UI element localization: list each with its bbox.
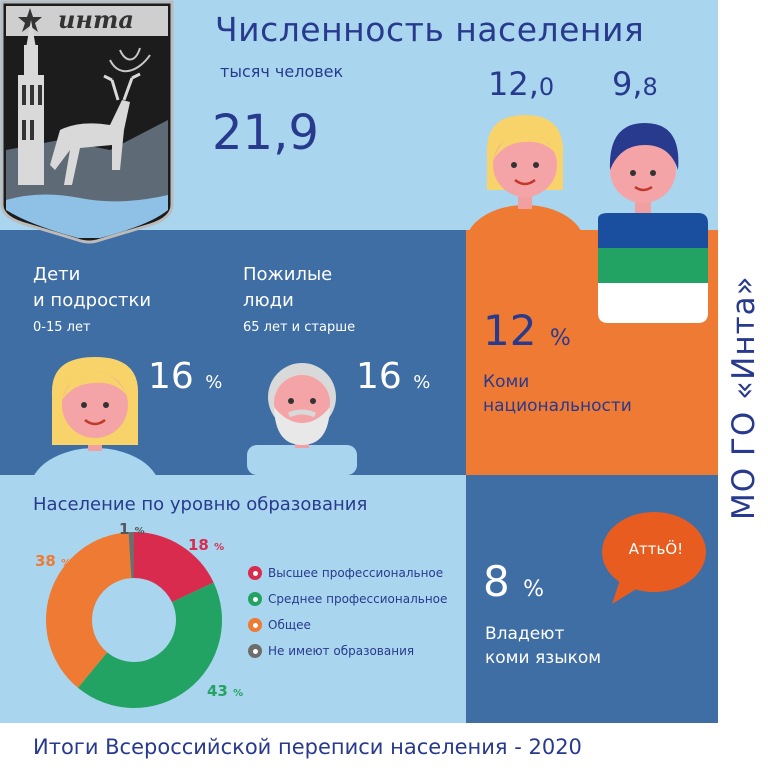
kids-age-range: 0-15 лет [33, 320, 91, 335]
speech-bubble-icon [598, 510, 710, 606]
language-percent-value: 8 [483, 557, 510, 606]
municipality-side-label: МО ГО «Инта» [726, 275, 762, 520]
kids-percent-value: 16 [148, 356, 194, 397]
female-population-frac: 0 [538, 73, 555, 101]
male-population-frac: 8 [642, 73, 658, 101]
legend-dot-icon [248, 644, 262, 658]
legend-label: Высшее профессиональное [268, 566, 444, 580]
no-edu-label: 1 % [119, 520, 145, 538]
higher-edu-value: 18 [188, 536, 209, 554]
man-komi-flag-icon [590, 115, 718, 327]
education-legend: Высшее профессиональное Среднее професси… [248, 560, 447, 664]
donut-slice-none [128, 532, 134, 579]
male-population-int: 9, [612, 65, 643, 103]
education-donut-chart [30, 520, 240, 720]
higher-edu-label: 18 % [188, 536, 224, 554]
woman-icon [465, 110, 585, 230]
donut-slice-general [46, 532, 132, 688]
kids-label: Дети и подростки [33, 262, 151, 314]
total-population: 21,9 [212, 105, 319, 161]
grandpa-icon [245, 345, 360, 475]
language-label: Владеют коми языком [485, 622, 601, 670]
footer-caption: Итоги Всероссийской переписи населения -… [33, 735, 582, 759]
emblem-name: инта [58, 5, 134, 34]
donut-slice-higher [134, 532, 214, 603]
page-title: Численность населения [215, 10, 645, 49]
no-edu-value: 1 [119, 520, 130, 538]
percent-sign: % [214, 542, 225, 553]
kids-percent: 16 % [148, 356, 222, 397]
kids-label-line2: и подростки [33, 290, 152, 311]
percent-sign: % [61, 558, 72, 569]
secondary-edu-value: 43 [207, 682, 228, 700]
legend-dot-icon [248, 592, 262, 606]
language-percent: 8 % [483, 557, 544, 606]
female-population-int: 12, [488, 65, 539, 103]
legend-item-secondary: Среднее профессиональное [248, 586, 447, 612]
general-edu-value: 38 [35, 552, 56, 570]
language-label-line1: Владеют [485, 624, 565, 644]
percent-sign: % [523, 577, 544, 602]
percent-sign: % [205, 372, 223, 393]
elderly-label: Пожилые люди [243, 262, 332, 314]
legend-item-none: Не имеют образования [248, 638, 447, 664]
legend-label: Среднее профессиональное [268, 592, 448, 606]
komi-percent-value: 12 [483, 306, 537, 355]
komi-percent: 12 % [483, 306, 571, 355]
coat-of-arms: инта [0, 0, 178, 258]
percent-sign: % [413, 372, 431, 393]
legend-label: Общее [268, 618, 311, 632]
elderly-label-line2: люди [243, 290, 294, 311]
komi-label-line2: национальности [483, 396, 632, 416]
unit-label: тысяч человек [220, 62, 344, 81]
percent-sign: % [233, 688, 244, 699]
male-population: 9,8 [612, 65, 658, 103]
elderly-label-line1: Пожилые [243, 264, 333, 285]
elderly-age-range: 65 лет и старше [243, 320, 356, 335]
elderly-percent: 16 % [356, 356, 430, 397]
legend-dot-icon [248, 566, 262, 580]
legend-item-higher: Высшее профессиональное [248, 560, 447, 586]
donut-slice-secondary [77, 582, 223, 708]
percent-sign: % [549, 326, 571, 351]
girl-icon [30, 345, 160, 475]
female-population: 12,0 [488, 65, 554, 103]
speech-bubble-text: АттьÖ! [628, 540, 684, 558]
komi-label-line1: Коми [483, 372, 530, 392]
footer-panel [0, 723, 768, 768]
education-title: Население по уровню образования [33, 494, 368, 515]
kids-label-line1: Дети [33, 264, 81, 285]
general-edu-label: 38 % [35, 552, 71, 570]
legend-label: Не имеют образования [268, 644, 415, 658]
legend-dot-icon [248, 618, 262, 632]
language-label-line2: коми языком [485, 648, 602, 668]
elderly-percent-value: 16 [356, 356, 402, 397]
donut-hole [93, 579, 175, 661]
secondary-edu-label: 43 % [207, 682, 243, 700]
komi-label: Коми национальности [483, 370, 632, 418]
percent-sign: % [134, 526, 145, 537]
legend-item-general: Общее [248, 612, 447, 638]
